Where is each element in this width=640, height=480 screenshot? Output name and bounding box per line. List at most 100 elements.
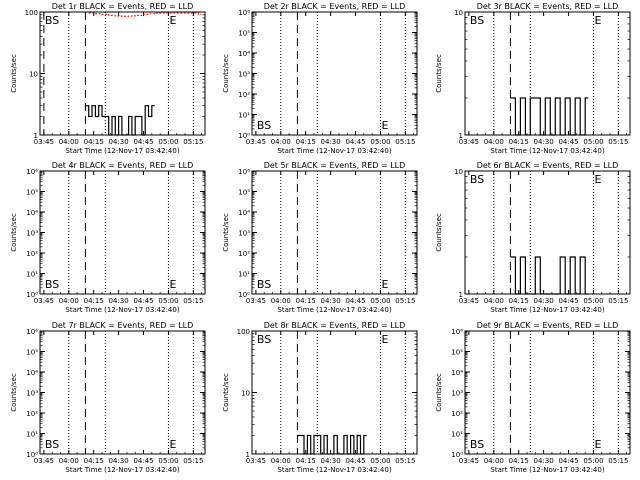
- x-tick-label: 03:45: [34, 297, 54, 305]
- detector-panel: Det 3r BLACK = Events, RED = LLD 03:45 04:…: [435, 2, 631, 155]
- event-marker-label: E: [381, 119, 388, 132]
- event-marker-label: E: [169, 14, 176, 27]
- y-tick-label: 10⁴: [451, 369, 463, 377]
- event-marker-label: E: [169, 438, 176, 451]
- x-tick-label: 04:45: [558, 138, 578, 146]
- x-tick-label: 05:15: [183, 457, 203, 465]
- detector-panel: Det 8r BLACK = Events, RED = LLD 03:45 04:…: [222, 321, 418, 474]
- events-series-line: [510, 97, 589, 136]
- detector-panel: Det 9r BLACK = Events, RED = LLD 03:45 04:…: [435, 321, 631, 474]
- x-tick-label: 05:15: [395, 138, 415, 146]
- x-tick-label: 04:15: [296, 138, 316, 146]
- events-series-line: [297, 434, 367, 455]
- y-tick-label: 10¹: [26, 431, 38, 439]
- y-tick-label: 10⁶: [238, 9, 250, 17]
- x-axis-label: Start Time (12-Nov-17 03:42:40): [277, 147, 391, 155]
- y-tick-label: 10⁶: [26, 168, 38, 176]
- y-tick-label: 10⁰: [26, 291, 38, 299]
- x-tick-label: 04:45: [558, 297, 578, 305]
- x-tick-label: 03:45: [34, 457, 54, 465]
- event-marker-label: BS: [257, 119, 271, 132]
- x-tick-label: 04:15: [509, 138, 529, 146]
- x-tick-label: 05:00: [158, 297, 178, 305]
- y-tick-label: 10²: [26, 410, 38, 418]
- y-tick-label: 10⁴: [26, 369, 38, 377]
- event-marker-label: BS: [257, 278, 271, 291]
- x-tick-label: 05:00: [583, 457, 603, 465]
- y-tick-label: 10⁰: [451, 451, 463, 459]
- y-tick-label: 10⁵: [238, 30, 250, 38]
- x-tick-label: 05:15: [183, 138, 203, 146]
- x-axis-label: Start Time (12-Nov-17 03:42:40): [490, 466, 604, 474]
- x-tick-label: 03:45: [246, 297, 266, 305]
- y-tick-label: 10³: [451, 390, 463, 398]
- x-tick-label: 04:30: [321, 297, 341, 305]
- event-marker-label: BS: [45, 438, 59, 451]
- y-axis-label: Counts/sec: [435, 373, 443, 412]
- y-tick-label: 1: [459, 132, 463, 140]
- x-tick-label: 04:00: [271, 457, 291, 465]
- x-tick-label: 04:30: [534, 457, 554, 465]
- y-tick-label: 10⁴: [238, 209, 250, 217]
- chart-title: Det 8r BLACK = Events, RED = LLD: [264, 321, 406, 330]
- detector-panel: Det 6r BLACK = Events, RED = LLD 03:45 04:…: [435, 161, 631, 314]
- x-tick-label: 04:15: [509, 457, 529, 465]
- plot-frame: [464, 330, 631, 455]
- y-tick-label: 10²: [26, 250, 38, 258]
- y-tick-label: 10: [454, 9, 463, 17]
- events-series-line: [510, 256, 589, 295]
- y-tick-label: 10⁴: [26, 209, 38, 217]
- y-tick-label: 10²: [451, 410, 463, 418]
- x-tick-label: 04:30: [321, 138, 341, 146]
- y-tick-label: 10⁵: [451, 349, 463, 357]
- events-series-line: [85, 105, 155, 136]
- x-axis-label: Start Time (12-Nov-17 03:42:40): [65, 466, 179, 474]
- x-tick-label: 05:00: [158, 138, 178, 146]
- y-tick-label: 10⁵: [238, 189, 250, 197]
- x-tick-label: 05:15: [608, 457, 628, 465]
- chart-title: Det 1r BLACK = Events, RED = LLD: [52, 2, 194, 11]
- plot-frame: [464, 11, 631, 136]
- x-axis-label: Start Time (12-Nov-17 03:42:40): [65, 147, 179, 155]
- y-tick-label: 100: [237, 328, 250, 336]
- x-tick-label: 05:15: [395, 457, 415, 465]
- x-tick-label: 05:15: [395, 297, 415, 305]
- chart-title: Det 5r BLACK = Events, RED = LLD: [264, 161, 406, 170]
- x-tick-label: 04:30: [109, 138, 129, 146]
- y-tick-label: 100: [25, 9, 38, 17]
- x-tick-label: 04:30: [321, 457, 341, 465]
- y-tick-label: 10: [241, 390, 250, 398]
- plot-frame: [39, 170, 206, 295]
- lld-series-line: [88, 12, 202, 17]
- y-tick-label: 10: [454, 168, 463, 176]
- y-axis-label: Counts/sec: [10, 213, 18, 252]
- x-tick-label: 03:45: [459, 297, 479, 305]
- x-tick-label: 04:45: [133, 457, 153, 465]
- detector-panel: Det 4r BLACK = Events, RED = LLD 03:45 04:…: [10, 161, 206, 314]
- plot-frame: [251, 170, 418, 295]
- y-tick-label: 10³: [238, 71, 250, 79]
- x-tick-label: 05:15: [608, 138, 628, 146]
- x-tick-label: 03:45: [34, 138, 54, 146]
- x-tick-label: 03:45: [246, 457, 266, 465]
- chart-title: Det 3r BLACK = Events, RED = LLD: [477, 2, 619, 11]
- x-tick-label: 04:15: [84, 457, 104, 465]
- x-tick-label: 04:45: [133, 138, 153, 146]
- event-marker-label: BS: [257, 333, 271, 346]
- y-tick-label: 10¹: [26, 271, 38, 279]
- event-marker-label: E: [169, 278, 176, 291]
- plot-frame: [251, 11, 418, 136]
- y-axis-label: Counts/sec: [10, 54, 18, 93]
- x-tick-label: 05:00: [370, 138, 390, 146]
- plot-frame: [39, 330, 206, 455]
- event-marker-label: BS: [470, 173, 484, 186]
- x-axis-label: Start Time (12-Nov-17 03:42:40): [490, 147, 604, 155]
- detector-panel: Det 1r BLACK = Events, RED = LLD 03:45 04:…: [10, 2, 206, 155]
- y-tick-label: 10³: [26, 390, 38, 398]
- y-tick-label: 1: [34, 132, 38, 140]
- y-tick-label: 10⁰: [26, 451, 38, 459]
- y-axis-label: Counts/sec: [10, 373, 18, 412]
- y-tick-label: 10⁶: [451, 328, 463, 336]
- y-tick-label: 10⁴: [238, 50, 250, 58]
- x-tick-label: 04:00: [484, 297, 504, 305]
